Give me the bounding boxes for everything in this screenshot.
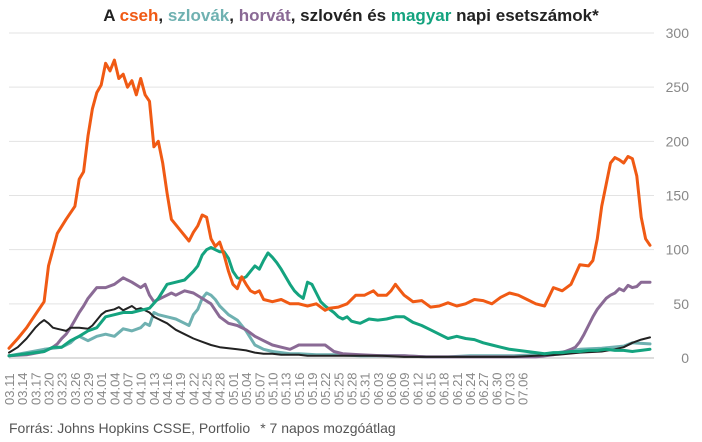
x-tick-label: 06.18 (437, 372, 452, 405)
title-part: A (103, 6, 120, 25)
title-part: napi esetszámok* (451, 6, 599, 25)
y-tick-label: 50 (673, 296, 689, 312)
x-tick-label: 04.01 (94, 372, 109, 405)
y-tick-label: 0 (681, 350, 689, 366)
x-tick-label: 05.01 (226, 372, 241, 405)
x-tick-label: 03.11 (2, 373, 17, 405)
series-lines (7, 58, 652, 359)
x-tick-label: 05.22 (318, 372, 333, 405)
x-tick-label: 06.09 (397, 372, 412, 405)
x-tick-label: 04.13 (147, 372, 162, 405)
x-tick-label: 06.12 (410, 372, 425, 405)
x-tick-label: 07.06 (516, 372, 531, 405)
y-tick-label: 200 (666, 133, 690, 149)
x-tick-label: 03.20 (42, 372, 57, 405)
x-tick-label: 05.04 (239, 372, 254, 405)
x-tick-label: 06.21 (450, 372, 465, 405)
x-tick-label: 03.17 (28, 372, 43, 405)
y-tick-label: 250 (666, 79, 690, 95)
x-tick-label: 03.26 (68, 372, 83, 405)
title-part: horvát (238, 6, 291, 25)
source-text: Forrás: Johns Hopkins CSSE, Portfolio (9, 420, 251, 436)
x-tick-label: 05.16 (292, 372, 307, 405)
x-tick-label: 03.29 (81, 372, 96, 405)
x-tick-label: 05.07 (252, 372, 267, 405)
x-tick-label: 06.24 (463, 372, 478, 405)
x-tick-label: 05.13 (279, 372, 294, 405)
x-tick-label: 06.06 (384, 372, 399, 405)
x-tick-label: 04.10 (134, 372, 149, 405)
x-tick-label: 04.22 (186, 372, 201, 405)
x-tick-label: 05.28 (344, 372, 359, 405)
x-tick-label: 04.25 (200, 372, 215, 405)
title-part: szlovák (167, 6, 230, 25)
x-tick-label: 03.14 (15, 372, 30, 405)
series-line-cseh (7, 58, 652, 350)
x-tick-label: 04.19 (173, 372, 188, 405)
x-tick-label: 07.03 (503, 372, 518, 405)
series-line-magyar (7, 246, 652, 358)
x-tick-label: 06.15 (423, 372, 438, 405)
x-tick-label: 03.23 (55, 372, 70, 405)
y-tick-label: 150 (666, 188, 690, 204)
title-part: cseh (119, 6, 159, 25)
footnote-text: * 7 napos mozgóátlag (260, 420, 396, 436)
x-tick-label: 04.07 (121, 372, 136, 405)
x-tick-label: 05.31 (358, 372, 373, 405)
x-tick-label: 05.25 (331, 372, 346, 405)
title-part: , (229, 6, 239, 25)
y-tick-label: 300 (666, 25, 690, 41)
x-tick-label: 05.10 (265, 372, 280, 405)
x-tick-label: 04.28 (213, 372, 228, 405)
series-line-horvát (7, 276, 652, 359)
title-part: , szlovén és (290, 6, 391, 25)
y-tick-label: 100 (666, 242, 690, 258)
title-part: magyar (390, 6, 452, 25)
title-part: , (158, 6, 168, 25)
x-tick-label: 05.19 (305, 372, 320, 405)
x-tick-label: 06.30 (489, 372, 504, 405)
x-tick-label: 06.03 (371, 372, 386, 405)
x-tick-label: 04.16 (160, 372, 175, 405)
x-tick-label: 04.04 (107, 372, 122, 405)
chart-title: A cseh, szlovák, horvát, szlovén és magy… (0, 6, 702, 26)
source-footer: Forrás: Johns Hopkins CSSE, Portfolio * 7… (9, 420, 396, 436)
y-axis: 0 50 100 150 200 250 300 (666, 25, 690, 366)
x-tick-label: 06.27 (476, 372, 491, 405)
x-axis: 03.1103.1403.1703.2003.2303.2603.2904.01… (2, 372, 531, 405)
series-line-szlovén (8, 305, 651, 358)
